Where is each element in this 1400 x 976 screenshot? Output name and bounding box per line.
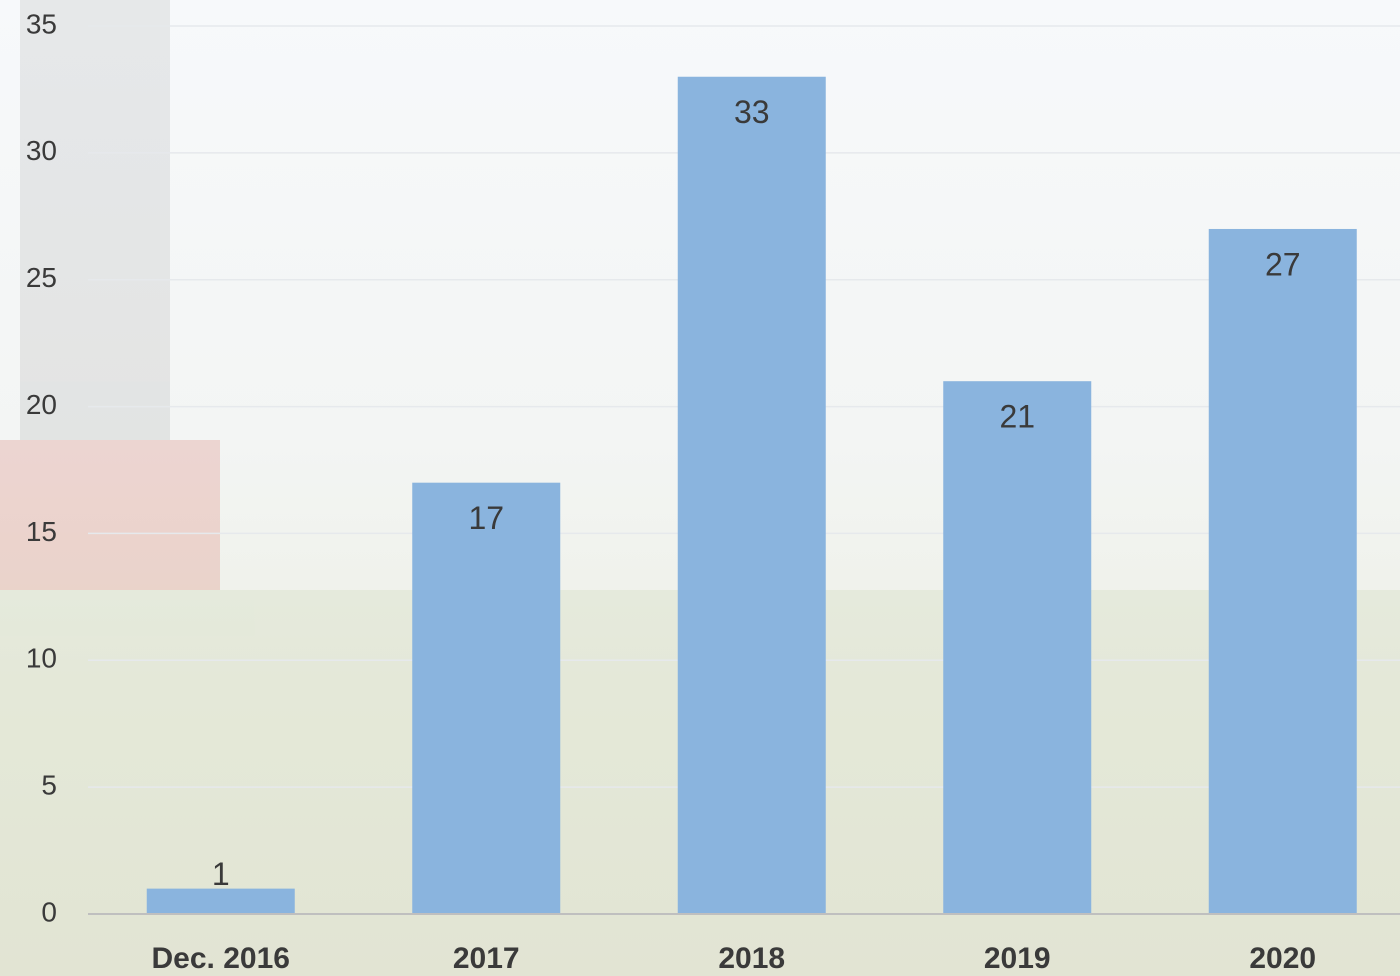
- data-label: 1: [212, 856, 230, 892]
- x-tick-label: 2017: [453, 942, 520, 975]
- y-tick-label: 10: [26, 643, 57, 674]
- tower-shape: [20, 0, 170, 440]
- y-tick-label: 15: [26, 516, 57, 547]
- chart: 0 5 10 15 20 25 30 35 1 Dec. 2016 17 2017 33 2018 21 20…: [0, 0, 1400, 976]
- data-label: 17: [468, 500, 504, 536]
- y-tick-label: 5: [41, 770, 57, 801]
- y-tick-label: 35: [26, 8, 57, 39]
- data-label: 27: [1265, 246, 1301, 282]
- x-tick-label: 2020: [1249, 942, 1316, 975]
- bar: [147, 889, 295, 914]
- y-tick-label: 25: [26, 262, 57, 293]
- page: {"chart_data": {"type": "bar", "categori…: [0, 0, 1400, 976]
- bar: [943, 381, 1091, 914]
- y-tick-label: 20: [26, 389, 57, 420]
- bar: [1209, 229, 1357, 914]
- data-label: 21: [999, 399, 1035, 435]
- data-label: 33: [734, 94, 770, 130]
- bar: [412, 483, 560, 914]
- x-tick-label: 2019: [984, 942, 1051, 975]
- y-tick-label: 0: [41, 896, 57, 927]
- y-tick-label: 30: [26, 135, 57, 166]
- x-tick-label: 2018: [718, 942, 785, 975]
- x-tick-label: Dec. 2016: [152, 942, 290, 975]
- bar: [678, 77, 826, 914]
